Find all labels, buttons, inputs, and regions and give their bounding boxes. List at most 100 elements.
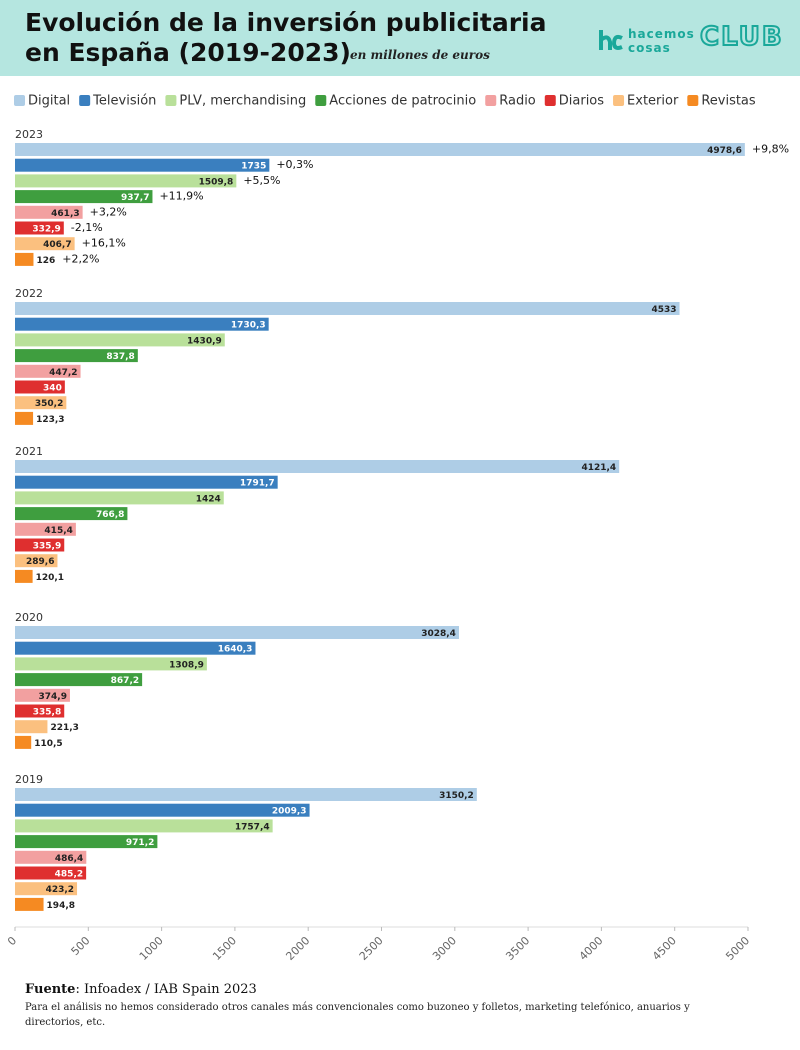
change-annotation: +9,8% <box>752 143 789 156</box>
change-annotation: +5,5% <box>243 174 280 187</box>
value-label: 1424 <box>196 494 221 504</box>
value-label: 447,2 <box>49 368 77 378</box>
x-tick-label: 5000 <box>723 934 752 963</box>
chart: Digital Televisión PLV, merchandising Accio… <box>5 94 789 964</box>
value-label: 335,8 <box>33 708 61 718</box>
value-label: 194,8 <box>47 901 75 911</box>
value-label: 1430,9 <box>187 336 222 346</box>
title-line: en España (2019-2023) <box>25 38 351 67</box>
note: Para el análisis no hemos considerado ot… <box>25 1002 690 1028</box>
club-logo: CLUB <box>699 21 784 53</box>
legend-label: PLV, merchandising <box>179 94 306 109</box>
bar <box>15 538 65 552</box>
year-label: 2019 <box>15 773 43 786</box>
bar <box>15 349 138 363</box>
bar <box>15 460 620 473</box>
bar <box>15 475 278 489</box>
value-label: 1640,3 <box>218 645 253 655</box>
value-label: 1509,8 <box>199 177 234 187</box>
bar <box>15 835 158 849</box>
source: Fuente: Infoadex / IAB Spain 2023 <box>25 982 257 997</box>
value-label: 340 <box>43 384 62 394</box>
value-label: 120,1 <box>36 573 64 583</box>
legend-label: Revistas <box>701 94 756 109</box>
value-label: 937,7 <box>121 193 149 203</box>
change-annotation: +3,2% <box>90 205 127 218</box>
subtitle: en millones de euros <box>350 48 490 62</box>
value-label: 123,3 <box>36 415 64 425</box>
year-label: 2022 <box>15 287 43 300</box>
x-tick-label: 1500 <box>210 934 239 963</box>
value-label: 110,5 <box>34 739 62 749</box>
value-label: 1791,7 <box>240 479 275 489</box>
bar <box>15 174 237 188</box>
legend-swatch <box>165 95 177 106</box>
bar <box>15 788 477 801</box>
x-tick-label: 4500 <box>650 934 679 963</box>
bar <box>15 673 143 687</box>
header: Evolución de la inversión publicitaria e… <box>0 0 800 76</box>
bar <box>15 380 65 394</box>
value-label: 374,9 <box>38 692 66 702</box>
legend-swatch <box>613 95 625 106</box>
bar <box>15 554 58 568</box>
value-label: 221,3 <box>50 723 78 733</box>
x-tick-label: 4000 <box>577 934 606 963</box>
x-tick-label: 0 <box>5 934 19 948</box>
legend-label: Diarios <box>559 94 604 109</box>
change-annotation: +2,2% <box>62 252 99 265</box>
title-line: Evolución de la inversión publicitaria <box>25 8 547 37</box>
bar <box>15 333 225 347</box>
value-label: 415,4 <box>44 526 72 536</box>
value-label: 406,7 <box>43 240 71 250</box>
legend-label: Exterior <box>627 94 679 109</box>
legend-swatch <box>485 95 497 106</box>
logo-text: cosas <box>628 41 671 55</box>
bar <box>15 491 224 505</box>
bar <box>15 735 32 749</box>
legend-swatch <box>79 95 91 106</box>
value-label: 766,8 <box>96 510 124 520</box>
value-label: 4121,4 <box>581 463 616 473</box>
year-label: 2023 <box>15 128 43 141</box>
value-label: 3028,4 <box>421 629 456 639</box>
value-label: 461,3 <box>51 209 79 219</box>
value-label: 2009,3 <box>272 807 307 817</box>
bar <box>15 252 34 266</box>
x-tick-label: 2500 <box>357 934 386 963</box>
value-label: 1757,4 <box>235 822 270 832</box>
source-text: : Infoadex / IAB Spain 2023 <box>75 982 257 997</box>
change-annotation: +11,9% <box>159 190 203 203</box>
bar <box>15 657 207 671</box>
value-label: 486,4 <box>55 854 83 864</box>
bar <box>15 704 65 718</box>
legend-label: Radio <box>499 94 536 109</box>
year-label: 2020 <box>15 611 43 624</box>
value-label: 423,2 <box>46 885 74 895</box>
change-annotation: +16,1% <box>82 237 126 250</box>
value-label: 1730,3 <box>231 321 266 331</box>
logo-mark <box>599 30 623 50</box>
value-label: 4978,6 <box>707 146 742 156</box>
value-label: 350,2 <box>35 399 63 409</box>
legend-label: Acciones de patrocinio <box>329 94 476 109</box>
bar <box>15 205 83 219</box>
value-label: 335,9 <box>33 542 61 552</box>
bar <box>15 803 310 817</box>
bar <box>15 364 81 378</box>
legend-label: Televisión <box>92 94 156 109</box>
logo-text: hacemos <box>628 27 695 41</box>
bar <box>15 317 269 331</box>
value-label: 126 <box>36 256 55 266</box>
value-label: 1735 <box>241 162 266 172</box>
bar <box>15 221 64 235</box>
bar <box>15 866 87 880</box>
legend-label: Digital <box>28 94 70 109</box>
value-label: 971,2 <box>126 838 154 848</box>
value-label: 332,9 <box>32 225 60 235</box>
bar <box>15 720 48 734</box>
x-tick-label: 2000 <box>283 934 312 963</box>
value-label: 867,2 <box>111 676 139 686</box>
bar <box>15 688 70 702</box>
value-label: 837,8 <box>106 352 134 362</box>
